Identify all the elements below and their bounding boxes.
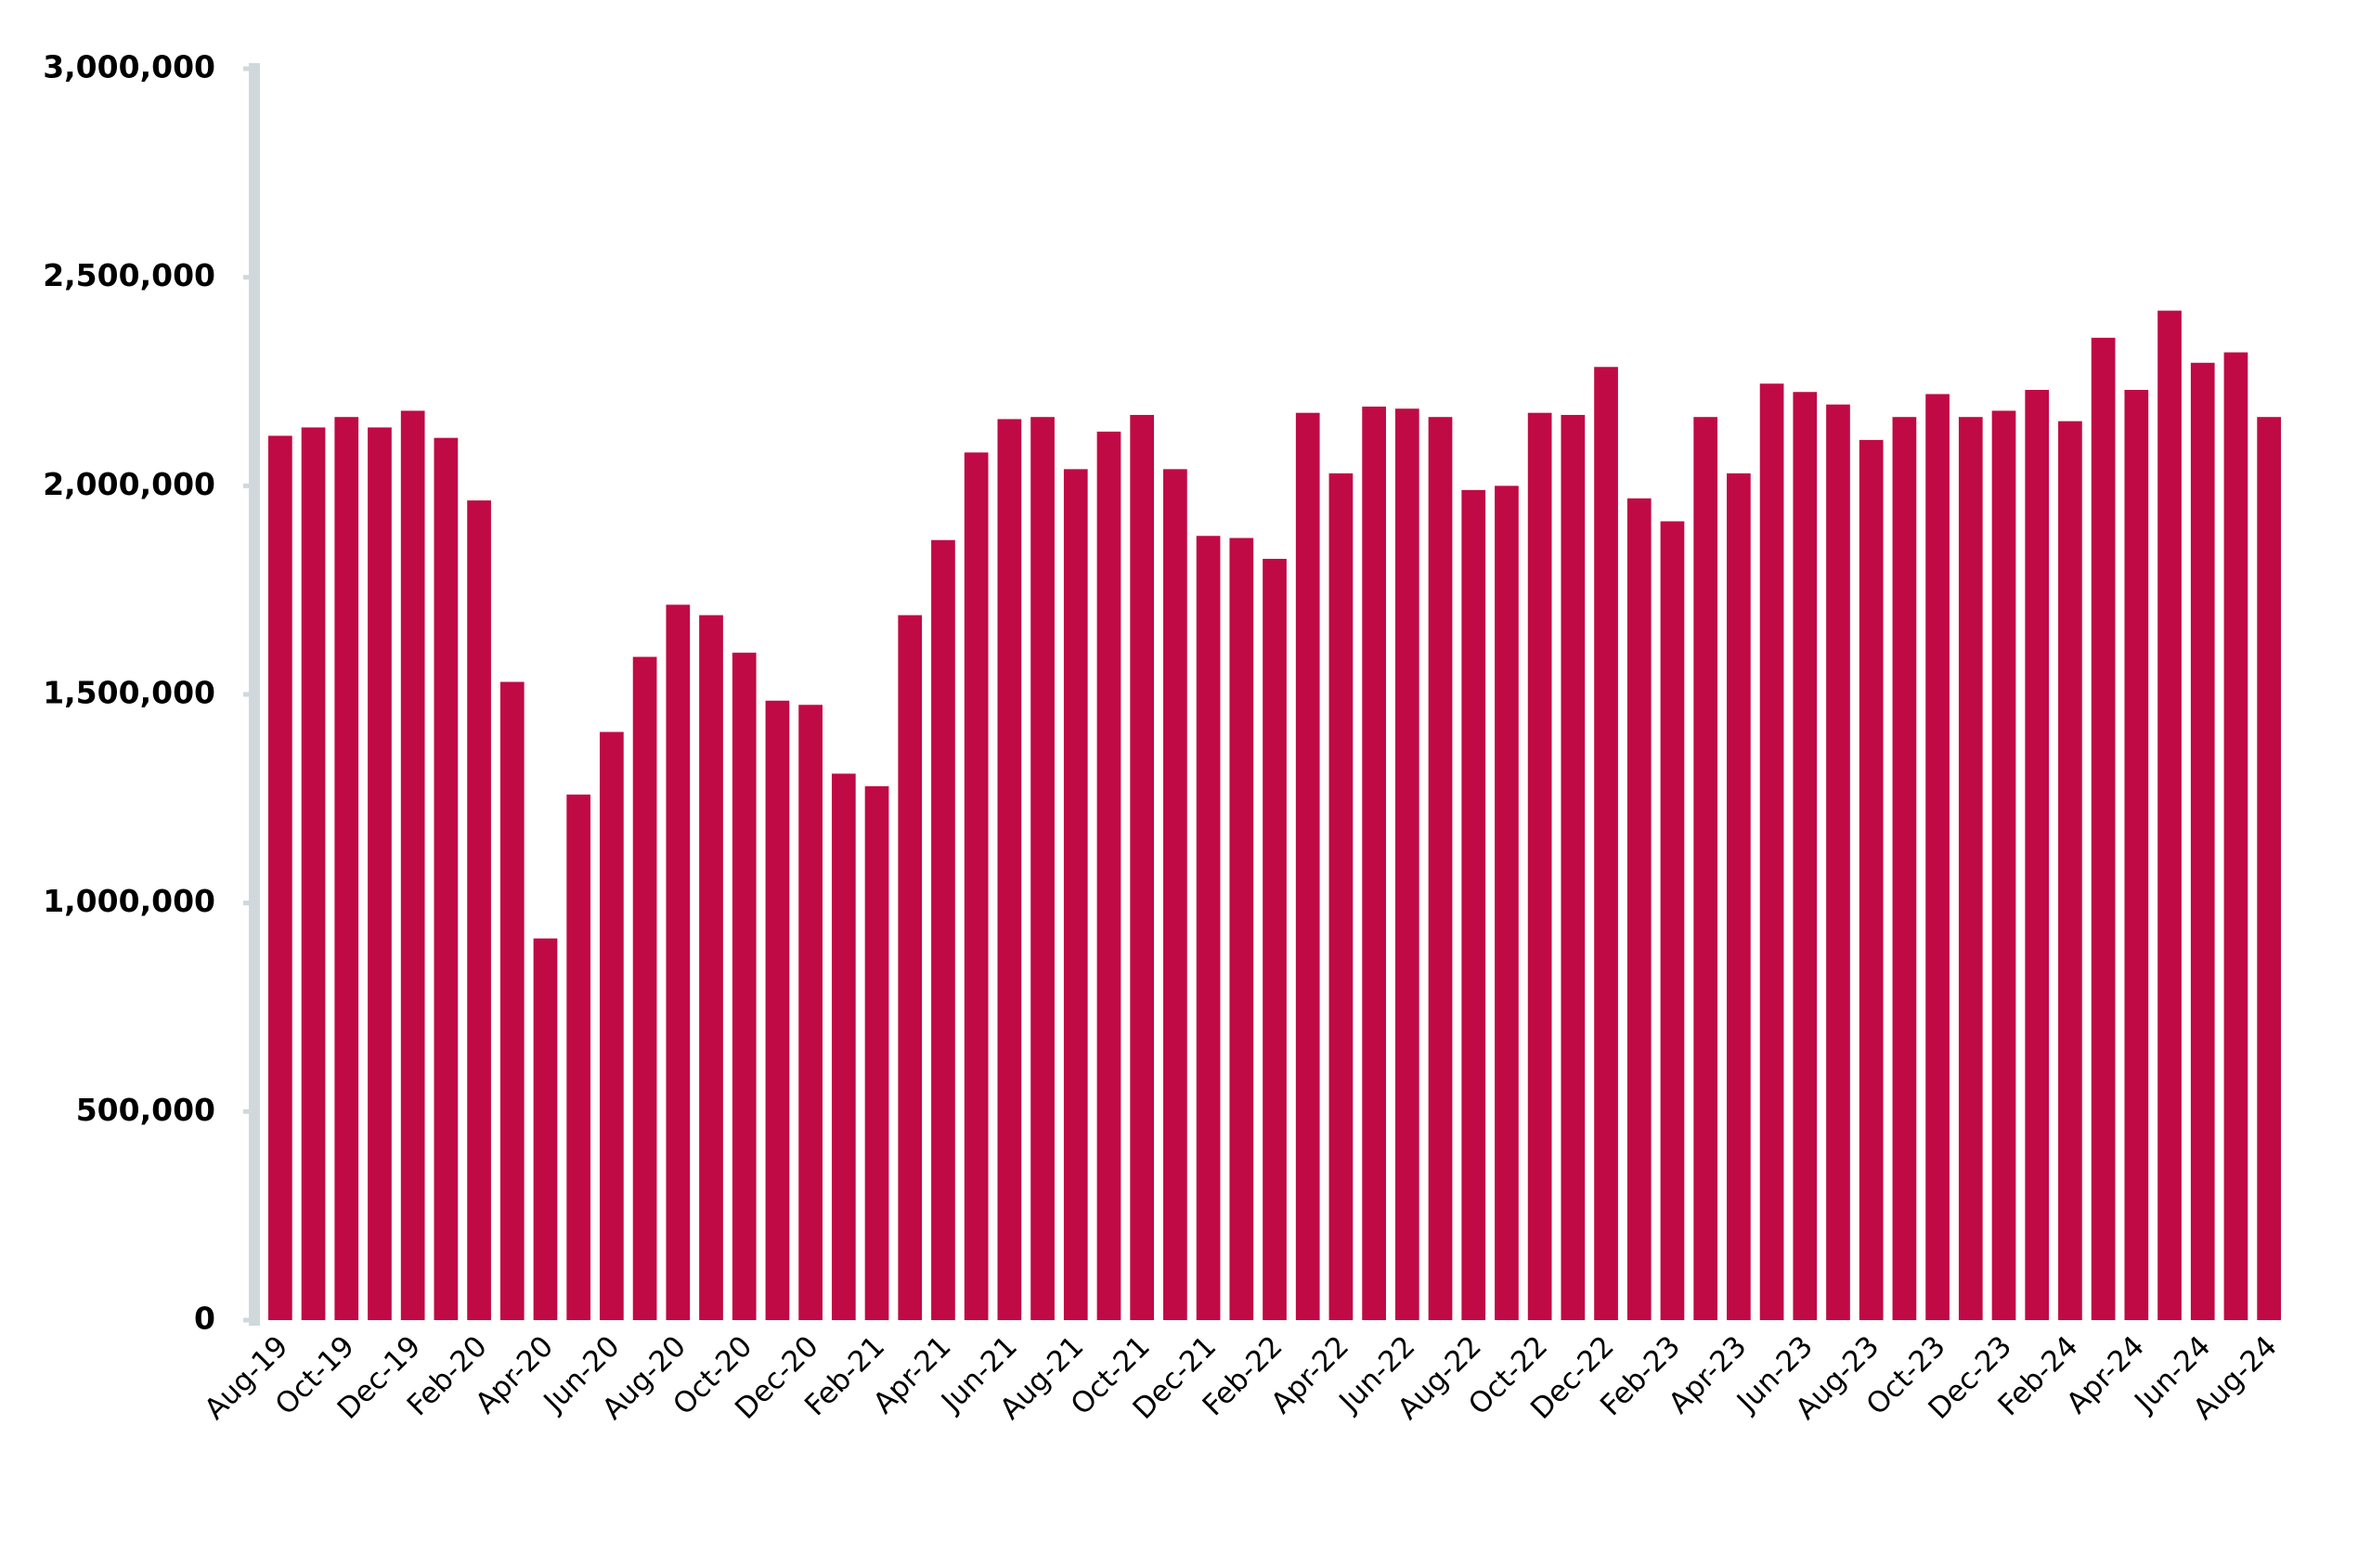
bar [301, 427, 326, 1321]
bar [1394, 408, 1419, 1320]
bar [1660, 521, 1685, 1320]
bar [400, 410, 425, 1320]
bar [997, 419, 1022, 1320]
bar [1958, 417, 1983, 1320]
bar [864, 785, 889, 1320]
bar [1362, 406, 1386, 1321]
bar [267, 435, 292, 1320]
bar [964, 452, 989, 1320]
y-tick-label: 0 [194, 1301, 215, 1337]
bar [1295, 412, 1320, 1320]
bar [1461, 489, 1486, 1320]
bar [1991, 410, 2016, 1320]
bar [1561, 414, 1586, 1320]
bar [699, 615, 723, 1320]
bar [632, 656, 657, 1320]
bar [1859, 439, 1884, 1320]
bar [765, 700, 790, 1320]
bar [1428, 417, 1453, 1320]
bar [1626, 498, 1652, 1320]
bar [2025, 389, 2050, 1320]
bar [1229, 538, 1254, 1320]
bar [1826, 404, 1850, 1320]
bar [334, 417, 359, 1320]
bar [2091, 337, 2116, 1320]
bar [898, 615, 923, 1320]
bar [368, 427, 392, 1321]
bar [2223, 352, 2248, 1321]
bar [1096, 431, 1121, 1320]
bar [533, 938, 558, 1320]
y-tick-label: 3,000,000 [43, 49, 215, 85]
bar [2157, 310, 2182, 1321]
bar [1693, 417, 1718, 1320]
bar [1163, 469, 1187, 1320]
bar [566, 794, 591, 1320]
bar [467, 500, 491, 1320]
bar [1030, 417, 1055, 1320]
bar [499, 681, 525, 1320]
bar [2257, 417, 2282, 1320]
bar [666, 604, 691, 1320]
bar [1793, 392, 1818, 1320]
bar [798, 705, 823, 1320]
bar [1196, 536, 1221, 1320]
y-tick-label: 1,000,000 [43, 883, 215, 919]
x-tick-label: Aug-19 [198, 1329, 294, 1426]
y-tick-label: 2,000,000 [43, 466, 215, 502]
y-tick-label: 2,500,000 [43, 257, 215, 293]
bar [1594, 367, 1618, 1321]
bar [831, 773, 856, 1320]
bar [1495, 486, 1519, 1320]
bar [1063, 469, 1088, 1320]
y-tick-label: 1,500,000 [43, 675, 215, 711]
bar [2190, 362, 2215, 1320]
bar [732, 653, 757, 1320]
bar [1328, 473, 1354, 1320]
bar [2058, 421, 2082, 1321]
y-tick-label: 500,000 [76, 1092, 215, 1128]
bar [1892, 417, 1917, 1320]
bar [931, 539, 955, 1320]
bar [434, 437, 459, 1320]
bar [1527, 412, 1552, 1320]
bar [1263, 558, 1287, 1320]
bar [600, 732, 624, 1320]
bar [1727, 473, 1751, 1320]
bar [1130, 414, 1155, 1320]
bar [1925, 394, 1950, 1321]
bar [1759, 383, 1784, 1320]
bar [2124, 389, 2149, 1320]
